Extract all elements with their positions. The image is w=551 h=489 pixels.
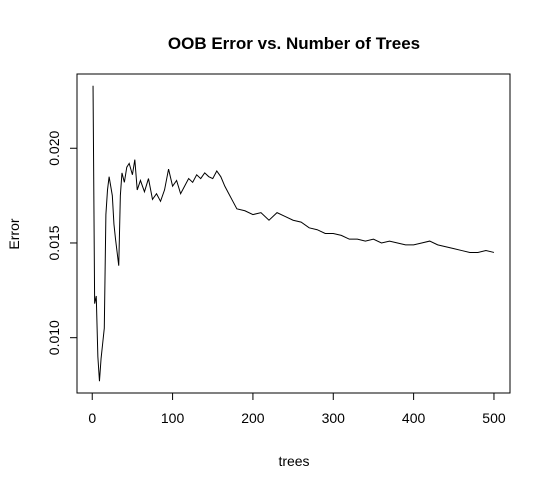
x-tick-label: 400: [402, 410, 426, 426]
chart-title: OOB Error vs. Number of Trees: [168, 34, 420, 53]
x-tick-label: 200: [241, 410, 265, 426]
data-line: [92, 85, 495, 382]
y-tick-label: 0.020: [46, 131, 62, 166]
x-tick-label: 300: [322, 410, 346, 426]
x-tick-label: 100: [161, 410, 185, 426]
x-tick-label: 0: [88, 410, 96, 426]
x-tick-label: 500: [482, 410, 506, 426]
plot-box: [76, 73, 511, 394]
y-tick-label: 0.015: [46, 225, 62, 260]
y-axis-label: Error: [6, 218, 22, 249]
x-axis-label: trees: [278, 453, 309, 469]
y-tick-label: 0.010: [46, 320, 62, 355]
